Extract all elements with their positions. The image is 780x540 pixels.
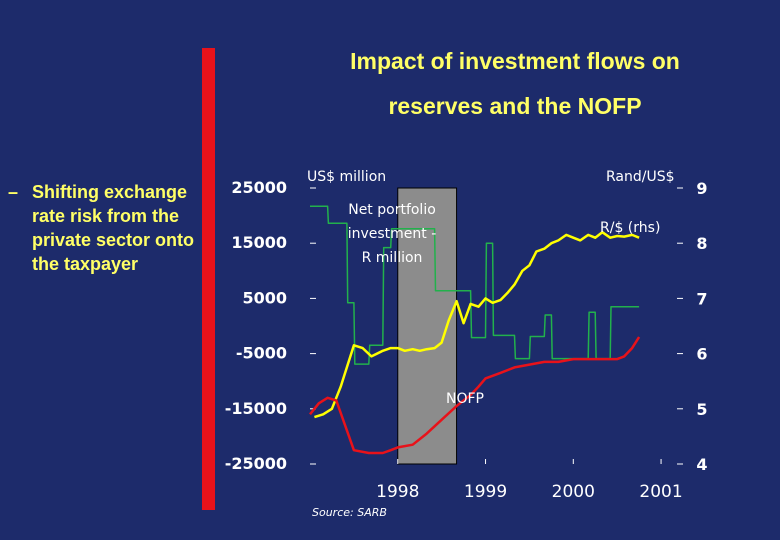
rand-series-label: R/$ (rhs) bbox=[600, 220, 660, 236]
x-tick-label: 1999 bbox=[464, 482, 507, 502]
shaded-period bbox=[397, 187, 458, 465]
bullet-text: Shifting exchange rate risk from the pri… bbox=[32, 182, 195, 274]
right-tick-label: 8 bbox=[696, 234, 707, 253]
portfolio-label-line-2: investment - bbox=[348, 226, 437, 242]
slide-title-line-2: reserves and the NOFP bbox=[388, 93, 642, 119]
series-net-portfolio bbox=[310, 205, 640, 365]
source-note: Source: SARB bbox=[312, 506, 387, 519]
portfolio-label-line-3: R million bbox=[362, 250, 423, 266]
right-axis-title: Rand/US$ bbox=[606, 169, 675, 185]
x-tick-label: 1998 bbox=[376, 482, 419, 502]
x-tick-label: 2000 bbox=[552, 482, 595, 502]
series-rand-dollar bbox=[314, 230, 640, 419]
right-tick-label: 6 bbox=[696, 345, 707, 364]
right-tick-label: 7 bbox=[696, 289, 707, 308]
accent-bar bbox=[202, 48, 215, 510]
right-tick-label: 9 bbox=[696, 179, 707, 198]
slide-title-line-1: Impact of investment flows on bbox=[350, 48, 680, 74]
left-tick-label: 5000 bbox=[242, 288, 287, 307]
right-tick-label: 5 bbox=[696, 400, 707, 419]
bullet-point: – Shifting exchange rate risk from the p… bbox=[8, 180, 208, 276]
left-tick-label: -15000 bbox=[225, 399, 287, 418]
left-tick-label: 15000 bbox=[231, 233, 287, 252]
x-tick-label: 2001 bbox=[639, 482, 682, 502]
left-tick-label: -5000 bbox=[236, 344, 287, 363]
left-tick-label: -25000 bbox=[225, 454, 287, 473]
series-nofp bbox=[309, 336, 641, 455]
nofp-series-label: NOFP bbox=[446, 391, 484, 407]
right-tick-label: 4 bbox=[696, 455, 707, 474]
bullet-dash: – bbox=[8, 182, 19, 202]
left-tick-label: 25000 bbox=[231, 178, 287, 197]
left-axis-title: US$ million bbox=[307, 169, 386, 185]
portfolio-label-line-1: Net portfolio bbox=[348, 202, 436, 218]
